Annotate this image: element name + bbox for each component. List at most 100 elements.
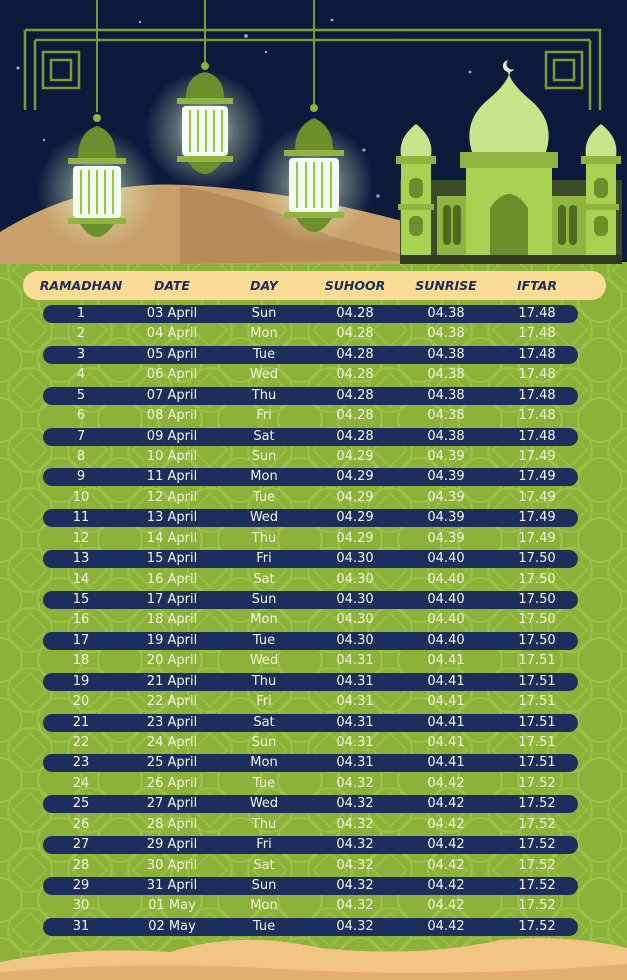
weekday-cell: Sun: [251, 735, 277, 751]
table-row: 22 24 April Sun 04.31 04.41 17.51: [43, 734, 578, 752]
suhoor-cell: 04.28: [336, 408, 374, 424]
suhoor-cell: 04.29: [336, 489, 374, 505]
sunrise-cell: 04.38: [427, 387, 465, 403]
suhoor-cell: 04.32: [336, 878, 374, 894]
weekday-cell: Fri: [256, 551, 272, 567]
weekday-cell: Wed: [249, 796, 279, 812]
table-row: 25 27 April Wed 04.32 04.42 17.52: [43, 795, 578, 814]
table-row: 13 15 April Fri 04.30 04.40 17.50: [43, 550, 578, 569]
date-cell: 18 April: [146, 612, 198, 628]
weekday-cell: Sun: [251, 592, 277, 608]
suhoor-cell: 04.30: [336, 612, 374, 628]
iftar-cell: 17.51: [518, 653, 556, 669]
date-cell: 28 April: [146, 816, 198, 832]
table-row: 12 14 April Thu 04.29 04.39 17.49: [43, 530, 578, 548]
table-row: 20 22 April Fri 04.31 04.41 17.51: [43, 693, 578, 711]
day-number: 6: [76, 408, 86, 424]
sunrise-cell: 04.39: [427, 489, 465, 505]
iftar-cell: 17.50: [518, 592, 556, 608]
table-row: 28 30 April Sat 04.32 04.42 17.52: [43, 857, 578, 875]
iftar-cell: 17.49: [518, 530, 556, 546]
suhoor-cell: 04.29: [336, 469, 374, 485]
sunrise-cell: 04.42: [427, 918, 465, 934]
hanging-lantern: [145, 0, 265, 190]
sunrise-cell: 04.38: [427, 408, 465, 424]
day-number: 23: [72, 755, 90, 771]
sunrise-cell: 04.41: [427, 755, 465, 771]
suhoor-cell: 04.32: [336, 796, 374, 812]
day-number: 20: [72, 694, 90, 710]
sunrise-cell: 04.41: [427, 735, 465, 751]
iftar-cell: 17.51: [518, 694, 556, 710]
weekday-cell: Thu: [251, 816, 277, 832]
date-cell: 03 April: [146, 306, 198, 321]
day-number: 14: [72, 571, 90, 587]
suhoor-cell: 04.28: [336, 346, 374, 362]
date-cell: 31 April: [146, 878, 198, 894]
table-row: 5 07 April Thu 04.28 04.38 17.48: [43, 386, 578, 405]
day-number: 17: [72, 632, 90, 648]
sunrise-cell: 04.41: [427, 673, 465, 689]
date-cell: 11 April: [146, 469, 198, 485]
date-cell: 17 April: [146, 592, 198, 608]
weekday-cell: Tue: [252, 775, 276, 791]
suhoor-cell: 04.28: [336, 428, 374, 444]
suhoor-cell: 04.32: [336, 816, 374, 832]
date-cell: 12 April: [146, 489, 198, 505]
table-row: 14 16 April Sat 04.30 04.40 17.50: [43, 571, 578, 589]
date-cell: 15 April: [146, 551, 198, 567]
sunrise-cell: 04.40: [427, 592, 465, 608]
iftar-cell: 17.48: [518, 428, 556, 444]
weekday-cell: Wed: [249, 367, 279, 383]
iftar-cell: 17.48: [518, 326, 556, 342]
weekday-cell: Sat: [253, 714, 275, 730]
suhoor-cell: 04.32: [336, 898, 374, 914]
iftar-cell: 17.52: [518, 816, 556, 832]
day-number: 13: [72, 551, 90, 567]
suhoor-cell: 04.32: [336, 918, 374, 934]
table-row: 29 31 April Sun 04.32 04.42 17.52: [43, 877, 578, 896]
header-suhoor: SUHOOR: [324, 278, 386, 293]
weekday-cell: Mon: [250, 755, 278, 771]
iftar-cell: 17.51: [518, 673, 556, 689]
date-cell: 26 April: [146, 775, 198, 791]
day-number: 3: [76, 346, 86, 362]
suhoor-cell: 04.31: [336, 653, 374, 669]
day-number: 8: [76, 449, 86, 464]
day-number: 4: [76, 367, 86, 383]
table-row: 16 18 April Mon 04.30 04.40 17.50: [43, 611, 578, 629]
day-number: 31: [72, 918, 90, 934]
date-cell: 27 April: [146, 796, 198, 812]
day-number: 5: [76, 387, 86, 403]
day-number: 22: [72, 735, 90, 751]
weekday-cell: Sun: [251, 306, 277, 321]
table-row: 11 13 April Wed 04.29 04.39 17.49: [43, 509, 578, 528]
date-cell: 14 April: [146, 530, 198, 546]
sunrise-cell: 04.40: [427, 571, 465, 587]
sunrise-cell: 04.41: [427, 714, 465, 730]
iftar-cell: 17.49: [518, 469, 556, 485]
table-row: 21 23 April Sat 04.31 04.41 17.51: [43, 713, 578, 732]
sunrise-cell: 04.39: [427, 469, 465, 485]
weekday-cell: Thu: [251, 530, 277, 546]
day-number: 26: [72, 816, 90, 832]
sunrise-cell: 04.42: [427, 775, 465, 791]
weekday-cell: Sun: [251, 878, 277, 894]
mosque: [396, 74, 622, 264]
suhoor-cell: 04.32: [336, 857, 374, 873]
suhoor-cell: 04.28: [336, 326, 374, 342]
sunrise-cell: 04.39: [427, 449, 465, 464]
table-header: RAMADHAN DATE DAY SUHOOR SUNRISE IFTAR: [23, 271, 606, 300]
weekday-cell: Fri: [256, 694, 272, 710]
day-number: 7: [76, 428, 86, 444]
date-cell: 02 May: [148, 918, 196, 934]
header-sunrise: SUNRISE: [415, 278, 477, 293]
day-number: 2: [76, 326, 86, 342]
crescent-moon-icon: [503, 58, 518, 74]
sunrise-cell: 04.38: [427, 428, 465, 444]
day-number: 19: [72, 673, 90, 689]
iftar-cell: 17.52: [518, 898, 556, 914]
suhoor-cell: 04.30: [336, 632, 374, 648]
iftar-cell: 17.48: [518, 367, 556, 383]
suhoor-cell: 04.31: [336, 755, 374, 771]
